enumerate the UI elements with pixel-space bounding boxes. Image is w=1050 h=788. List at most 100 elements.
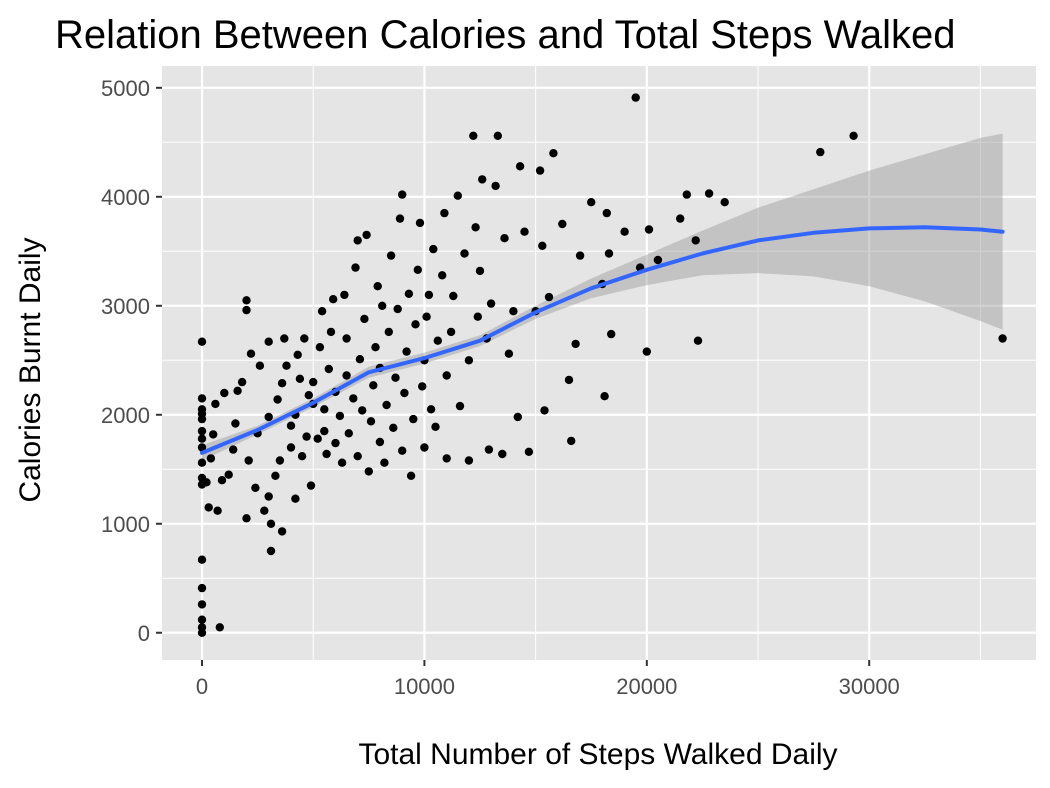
data-point <box>498 449 507 459</box>
smooth-line-layer <box>200 225 1005 455</box>
y-tick-label: 5000 <box>101 76 150 101</box>
data-point <box>453 191 462 200</box>
data-point <box>413 265 422 274</box>
data-point <box>197 623 207 632</box>
data-point <box>355 355 365 364</box>
data-point <box>415 218 425 228</box>
grid-lines <box>162 66 1036 660</box>
data-point <box>197 394 207 403</box>
data-point <box>251 483 260 492</box>
confidence-band-layer <box>202 133 1003 461</box>
data-point <box>362 230 371 240</box>
y-tick-label: 0 <box>138 621 150 646</box>
data-point <box>277 379 287 388</box>
data-point <box>438 271 447 280</box>
data-point <box>342 371 351 380</box>
confidence-band <box>202 133 1003 461</box>
plot-panel <box>162 66 1036 660</box>
data-point <box>402 347 411 356</box>
data-point <box>320 426 329 436</box>
data-point <box>515 162 525 171</box>
data-point <box>264 412 273 422</box>
data-point <box>600 392 609 401</box>
data-point <box>504 349 514 358</box>
data-point <box>197 555 207 564</box>
data-point <box>486 299 496 308</box>
data-point <box>242 514 251 523</box>
data-point <box>322 449 331 459</box>
data-point <box>682 190 691 199</box>
data-point <box>271 471 280 480</box>
data-point <box>424 290 434 300</box>
data-point <box>484 445 494 454</box>
data-point <box>320 405 329 414</box>
data-point <box>449 291 458 301</box>
data-point <box>224 470 233 479</box>
data-point <box>266 519 276 528</box>
data-point <box>300 334 309 343</box>
panel-background <box>162 66 1036 660</box>
data-point <box>209 430 218 439</box>
data-point <box>246 349 256 358</box>
data-point <box>353 236 362 245</box>
data-point <box>295 374 305 383</box>
x-axis-title: Total Number of Steps Walked Daily <box>358 738 837 771</box>
data-point <box>215 623 224 632</box>
data-point <box>475 266 485 276</box>
data-point <box>337 458 347 467</box>
data-point <box>433 336 442 345</box>
data-point <box>426 405 436 414</box>
data-point <box>315 343 325 352</box>
data-point <box>455 401 465 411</box>
data-point <box>213 506 222 515</box>
data-point <box>206 454 216 463</box>
axes: 0 10000 20000 30000 0 1000 2000 3000 4000 5000 <box>101 76 900 699</box>
data-point <box>220 388 229 398</box>
data-point <box>464 356 474 365</box>
data-point <box>344 429 353 438</box>
data-point <box>375 437 385 447</box>
data-point <box>816 147 825 157</box>
x-tick-label: 10000 <box>394 674 455 699</box>
data-point <box>197 443 207 452</box>
data-point <box>378 301 387 310</box>
data-point <box>384 327 393 337</box>
data-point <box>849 131 858 140</box>
data-point <box>386 251 396 260</box>
data-point <box>204 503 213 512</box>
data-point <box>266 546 276 556</box>
data-point <box>293 350 302 359</box>
x-tick-label: 20000 <box>616 674 677 699</box>
data-point <box>464 456 474 465</box>
data-point <box>420 443 429 452</box>
x-tick-label: 30000 <box>839 674 900 699</box>
data-point <box>351 263 360 272</box>
data-point <box>217 476 227 485</box>
data-point <box>364 467 373 476</box>
data-point <box>491 181 500 191</box>
data-point <box>398 446 407 455</box>
data-point <box>255 361 265 370</box>
data-point <box>604 249 614 258</box>
data-point <box>286 421 296 430</box>
data-point <box>358 406 367 415</box>
data-point <box>429 244 438 254</box>
data-point <box>720 198 729 207</box>
x-tick-label: 0 <box>196 674 208 699</box>
data-point <box>473 312 482 321</box>
data-point <box>304 391 313 400</box>
y-tick-label: 2000 <box>101 403 150 428</box>
data-point <box>500 234 509 243</box>
data-point <box>704 189 714 198</box>
data-point <box>373 282 382 291</box>
data-point <box>524 447 534 456</box>
y-tick-label: 4000 <box>101 185 150 210</box>
data-point <box>411 320 420 329</box>
data-point <box>653 255 663 265</box>
data-point <box>197 600 207 609</box>
data-point <box>571 339 580 349</box>
data-point <box>469 131 478 140</box>
data-point <box>389 423 398 432</box>
data-point <box>275 456 285 465</box>
